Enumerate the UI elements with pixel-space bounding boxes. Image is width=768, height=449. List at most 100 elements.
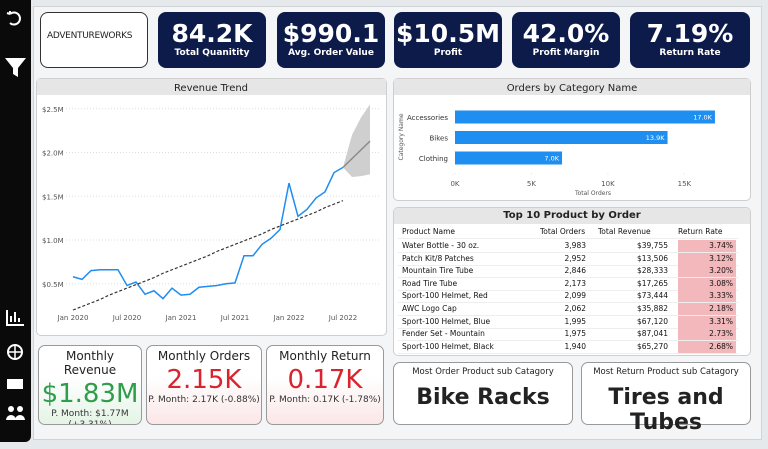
back-icon[interactable] — [6, 11, 21, 26]
table-row: Sport-100 Helmet, Red 2,099 $73,444 3.33% — [398, 290, 738, 304]
table-cell: Sport-100 Helmet, Blue — [402, 316, 491, 326]
x-tick-label: Jan 2020 — [57, 314, 89, 322]
table-cell: $17,265 — [636, 278, 668, 288]
table-cell: 2.68% — [678, 340, 736, 353]
table-row: Sport-100 Helmet, Black 1,940 $65,270 2.68% — [398, 340, 738, 354]
table-cell: $13,506 — [636, 253, 668, 263]
table-panel: Top 10 Product by Order Product Name Tota… — [393, 207, 751, 356]
category-label: Bikes — [429, 135, 448, 143]
card-previous: P. Month: 0.17K (-1.78%) — [267, 395, 383, 406]
column-header: Return Rate — [678, 227, 723, 236]
kpi-card: $990.1 Avg. Order Value — [277, 12, 385, 68]
value-label: 7.0K — [544, 155, 559, 163]
table-cell: AWC Logo Cap — [402, 304, 457, 313]
x-tick-label: 0K — [450, 180, 459, 188]
value-label: 17.0K — [693, 114, 712, 122]
box-icon[interactable] — [7, 379, 23, 389]
chart-title: Orders by Category Name — [507, 83, 638, 94]
table-cell: 3.74% — [678, 240, 736, 252]
chart-title: Revenue Trend — [174, 83, 248, 94]
table-cell: 3.33% — [678, 290, 736, 303]
column-header: Product Name — [402, 227, 455, 236]
table-cell: 2,099 — [564, 291, 586, 301]
table-row: Mountain Tire Tube 2,846 $28,333 3.20% — [398, 265, 738, 279]
previous-value: P. Month: 0.17K — [269, 395, 340, 405]
kpi-value: 7.19% — [646, 19, 734, 48]
x-tick-label: Jul 2021 — [220, 314, 250, 322]
kpi-value: 84.2K — [171, 19, 253, 48]
table-cell: 2,062 — [564, 304, 586, 313]
table-cell: $35,882 — [636, 304, 668, 313]
bar — [455, 151, 563, 165]
table-row: Road Tire Tube 2,173 $17,265 3.08% — [398, 277, 738, 291]
table-cell: 3,983 — [564, 241, 586, 250]
table-cell: Sport-100 Helmet, Red — [402, 291, 488, 301]
change-value: (+3.31%) — [68, 420, 112, 425]
kpi-value: $10.5M — [396, 19, 500, 48]
table-cell: 2,846 — [564, 266, 586, 276]
x-tick-label: Jan 2021 — [165, 314, 197, 322]
change-value: (-1.78%) — [341, 395, 381, 405]
series-line — [72, 166, 344, 300]
sidebar-icons — [5, 11, 26, 420]
y-tick-label: $1.5M — [42, 193, 64, 201]
card-value: Bike Racks — [416, 385, 550, 410]
bar — [455, 110, 715, 124]
filter-icon[interactable] — [5, 58, 26, 77]
table-cell: Fender Set - Mountain — [402, 329, 485, 339]
card-value: $1.83M — [41, 379, 139, 409]
column-header: Total Revenue — [598, 227, 651, 236]
highlight-card: Most Order Product sub Catagory Bike Rack… — [393, 362, 573, 425]
card-title: Monthly Orders — [157, 349, 251, 363]
table-cell: $65,270 — [636, 341, 668, 351]
table-cell: 3.20% — [678, 265, 736, 278]
card-title: Monthly Revenue — [63, 349, 117, 377]
previous-value: P. Month: 2.17K — [148, 395, 219, 405]
column-header: Total Orders — [540, 227, 586, 236]
highlight-card: Most Return Product sub Catagory Tires an… — [581, 362, 751, 435]
series-line — [72, 200, 344, 311]
table-row: Fender Set - Mountain 1,975 $87,041 2.73% — [398, 328, 738, 342]
kpi-label: Return Rate — [659, 48, 721, 58]
change-value: (-0.88%) — [220, 395, 260, 405]
kpi-card: 42.0% Profit Margin — [512, 12, 620, 68]
table-cell: 3.31% — [678, 315, 736, 328]
kpi-value: 42.0% — [522, 19, 610, 48]
card-title: Most Order Product sub Catagory — [412, 367, 554, 377]
card-previous: P. Month: 2.17K (-0.88%) — [147, 395, 261, 406]
table-cell: 3.12% — [678, 252, 736, 265]
x-tick-label: Jul 2022 — [328, 314, 358, 322]
kpi-label: Profit — [433, 48, 463, 58]
table-cell: 2.73% — [678, 328, 736, 341]
x-tick-label: Jan 2022 — [273, 314, 305, 322]
kpi-card: $10.5M Profit — [394, 12, 502, 68]
x-tick-label: 15K — [678, 180, 692, 188]
sidebar — [0, 0, 31, 442]
chart-icon[interactable] — [6, 310, 24, 326]
table-cell: 2.18% — [678, 303, 736, 315]
table-cell: 1,995 — [564, 316, 586, 326]
series-line — [342, 140, 371, 168]
logo-card: ADVENTUREWORKS — [40, 12, 148, 68]
x-tick-label: 5K — [527, 180, 536, 188]
table-cell: 2,952 — [564, 253, 586, 263]
table-cell: $73,444 — [636, 291, 668, 301]
card-title: Monthly Return — [279, 349, 371, 363]
y-tick-label: $0.5M — [42, 281, 64, 289]
table-row: AWC Logo Cap 2,062 $35,882 2.18% — [398, 303, 738, 316]
forecast-band — [343, 104, 370, 177]
card-value: 0.17K — [287, 365, 363, 395]
y-tick-label: $2.5M — [42, 106, 64, 114]
category-label: Accessories — [407, 114, 448, 122]
table-cell: 3.08% — [678, 277, 736, 290]
table-title: Top 10 Product by Order — [394, 208, 750, 224]
y-tick-label: $1.0M — [42, 237, 64, 245]
y-tick-label: $2.0M — [42, 150, 64, 158]
people-icon[interactable] — [8, 406, 14, 412]
y-axis-title: Category Name — [398, 113, 405, 160]
table-row: Patch Kit/8 Patches 2,952 $13,506 3.12% — [398, 252, 738, 266]
category-label: Clothing — [419, 155, 448, 163]
table-cell: 2,173 — [564, 278, 586, 288]
